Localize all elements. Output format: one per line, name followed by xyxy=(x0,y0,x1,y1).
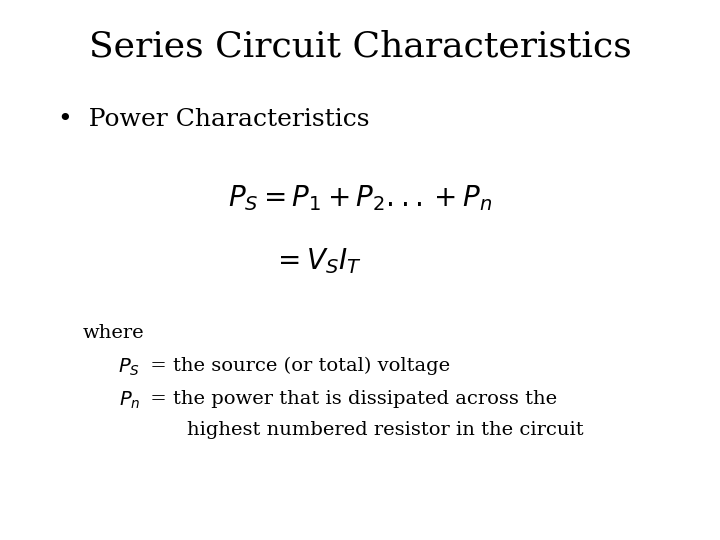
Text: $= V_S I_T$: $= V_S I_T$ xyxy=(272,246,361,275)
Text: $P_n$: $P_n$ xyxy=(119,390,140,411)
Text: •  Power Characteristics: • Power Characteristics xyxy=(58,108,369,131)
Text: $P_S$: $P_S$ xyxy=(118,356,140,377)
Text: = the power that is dissipated across the: = the power that is dissipated across th… xyxy=(144,390,557,408)
Text: where: where xyxy=(83,324,145,342)
Text: highest numbered resistor in the circuit: highest numbered resistor in the circuit xyxy=(187,421,584,439)
Text: Series Circuit Characteristics: Series Circuit Characteristics xyxy=(89,30,631,64)
Text: $P_S = P_1 + P_2... + P_n$: $P_S = P_1 + P_2... + P_n$ xyxy=(228,184,492,213)
Text: = the source (or total) voltage: = the source (or total) voltage xyxy=(144,356,450,375)
